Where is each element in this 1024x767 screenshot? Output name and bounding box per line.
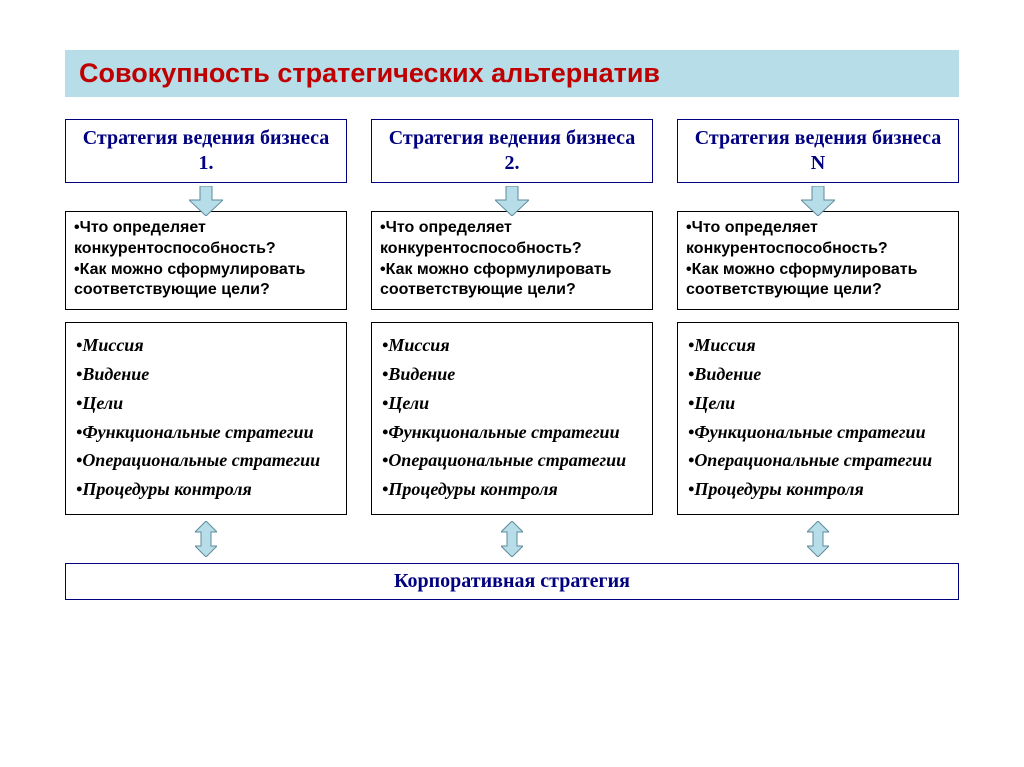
title-bar: Совокупность стратегических альтернатив bbox=[65, 50, 959, 97]
list-item: •Процедуры контроля bbox=[382, 475, 642, 504]
list-item: •Процедуры контроля bbox=[76, 475, 336, 504]
list-item: •Видение bbox=[382, 360, 642, 389]
items-box: •Миссия •Видение •Цели •Функциональные с… bbox=[65, 322, 347, 515]
list-item: •Миссия bbox=[688, 331, 948, 360]
list-item: •Миссия bbox=[382, 331, 642, 360]
list-item: •Функциональные стратегии bbox=[76, 418, 336, 447]
list-item: •Процедуры контроля bbox=[688, 475, 948, 504]
questions-box: •Что определяет конкурентоспособность? •… bbox=[677, 211, 959, 310]
strategy-column-2: Стратегия ведения бизнеса 2. •Что опреде… bbox=[371, 119, 653, 557]
arrow-down-icon bbox=[801, 186, 835, 216]
strategy-column-n: Стратегия ведения бизнеса N •Что определ… bbox=[677, 119, 959, 557]
list-item: •Цели bbox=[382, 389, 642, 418]
items-box: •Миссия •Видение •Цели •Функциональные с… bbox=[371, 322, 653, 515]
double-arrow-icon bbox=[195, 521, 217, 557]
items-box: •Миссия •Видение •Цели •Функциональные с… bbox=[677, 322, 959, 515]
questions-box: •Что определяет конкурентоспособность? •… bbox=[371, 211, 653, 310]
list-item: •Видение bbox=[76, 360, 336, 389]
question-line: •Что определяет конкурентоспособность? bbox=[380, 218, 644, 260]
strategy-column-1: Стратегия ведения бизнеса 1. •Что опреде… bbox=[65, 119, 347, 557]
list-item: •Функциональные стратегии bbox=[688, 418, 948, 447]
list-item: •Цели bbox=[76, 389, 336, 418]
question-line: •Что определяет конкурентоспособность? bbox=[686, 218, 950, 260]
list-item: •Видение bbox=[688, 360, 948, 389]
column-header: Стратегия ведения бизнеса 2. bbox=[371, 119, 653, 183]
list-item: •Операциональные стратегии bbox=[382, 446, 642, 475]
question-line: •Как можно сформулировать соответствующи… bbox=[380, 260, 644, 302]
question-line: •Что определяет конкурентоспособность? bbox=[74, 218, 338, 260]
list-item: •Миссия bbox=[76, 331, 336, 360]
list-item: •Цели bbox=[688, 389, 948, 418]
corporate-strategy-box: Корпоративная стратегия bbox=[65, 563, 959, 600]
column-header: Стратегия ведения бизнеса 1. bbox=[65, 119, 347, 183]
list-item: •Операциональные стратегии bbox=[688, 446, 948, 475]
questions-box: •Что определяет конкурентоспособность? •… bbox=[65, 211, 347, 310]
page-title: Совокупность стратегических альтернатив bbox=[79, 58, 945, 89]
question-line: •Как можно сформулировать соответствующи… bbox=[686, 260, 950, 302]
strategy-columns: Стратегия ведения бизнеса 1. •Что опреде… bbox=[65, 119, 959, 557]
arrow-down-icon bbox=[189, 186, 223, 216]
list-item: •Функциональные стратегии bbox=[382, 418, 642, 447]
double-arrow-icon bbox=[807, 521, 829, 557]
column-header: Стратегия ведения бизнеса N bbox=[677, 119, 959, 183]
list-item: •Операциональные стратегии bbox=[76, 446, 336, 475]
question-line: •Как можно сформулировать соответствующи… bbox=[74, 260, 338, 302]
double-arrow-icon bbox=[501, 521, 523, 557]
arrow-down-icon bbox=[495, 186, 529, 216]
